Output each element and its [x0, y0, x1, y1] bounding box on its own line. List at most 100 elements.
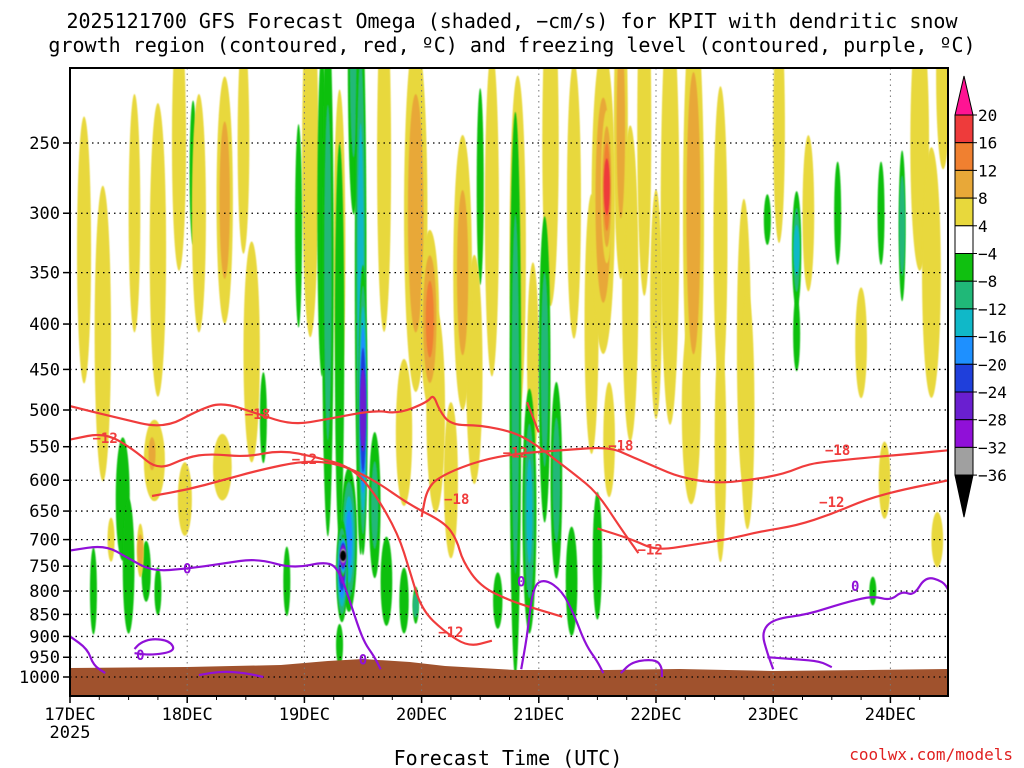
colorbar-swatch — [954, 446, 974, 476]
omega-cell — [650, 189, 662, 420]
colorbar-label: −24 — [978, 383, 1007, 402]
y-tick-label: 850 — [29, 605, 60, 625]
omega-cell — [334, 143, 345, 543]
y-tick-label: 300 — [29, 204, 60, 224]
colorbar-swatch — [954, 419, 974, 448]
omega-cell — [122, 498, 135, 634]
colorbar-label: −16 — [978, 328, 1007, 347]
colorbar-swatch — [954, 391, 974, 421]
y-tick-label: 800 — [29, 582, 60, 602]
omega-cell — [94, 185, 112, 482]
omega-cell — [484, 68, 499, 377]
omega-cell — [380, 536, 393, 626]
freezing-contour — [70, 635, 106, 675]
ground-fill — [70, 659, 948, 696]
contour-label: 0 — [359, 652, 367, 668]
omega-cell — [399, 567, 409, 634]
omega-cell — [592, 491, 603, 620]
colorbar-swatch — [954, 197, 974, 227]
y-tick-label: 450 — [29, 360, 60, 380]
omega-cell — [243, 241, 260, 463]
freezing-contour — [198, 670, 264, 679]
omega-cell — [128, 94, 141, 333]
colorbar-swatch — [954, 336, 974, 365]
y-tick-label: 750 — [29, 557, 60, 577]
colorbar-label: 8 — [978, 189, 988, 208]
y-tick-label: 250 — [29, 134, 60, 154]
y-tick-label: 350 — [29, 264, 60, 284]
contour-label: −12 — [637, 542, 662, 558]
contour-label: 0 — [517, 574, 525, 590]
x-axis: 17DEC 18DEC 19DEC 20DEC 21DEC 22DEC 23DEC 24DEC — [44, 696, 921, 725]
colorbar-swatch — [954, 308, 974, 338]
x-tick-label: 24DEC — [865, 705, 916, 725]
y-axis: 2503003504004505005506006507007508008509… — [19, 134, 70, 688]
freezing-contour — [762, 577, 948, 670]
omega-cell — [295, 124, 303, 328]
colorbar-label: 16 — [978, 134, 997, 153]
x-tick-label: 19DEC — [279, 705, 330, 725]
omega-cell — [922, 147, 941, 398]
colorbar-swatch — [954, 253, 974, 282]
contour-label: −18 — [608, 438, 633, 454]
omega-cell — [713, 86, 728, 390]
y-tick-label: 1000 — [19, 668, 60, 688]
omega-cell — [603, 382, 615, 498]
dgz-contour — [526, 401, 540, 433]
colorbar-swatch — [954, 225, 974, 255]
omega-cell — [456, 190, 469, 356]
y-tick-label: 950 — [29, 648, 60, 668]
omega-cell — [637, 68, 652, 296]
omega-cell — [412, 592, 419, 618]
contour-label: −18 — [444, 492, 469, 508]
omega-cell — [219, 121, 230, 279]
omega-cell — [302, 68, 319, 338]
omega-cell — [237, 68, 250, 254]
colorbar-swatch — [954, 280, 974, 310]
freezing-contour — [70, 545, 382, 670]
colorbar-swatch — [954, 142, 974, 171]
x-tick-label: 20DEC — [396, 705, 447, 725]
omega-cell — [899, 175, 906, 277]
contour-label: 0 — [851, 579, 859, 595]
y-tick-label: 400 — [29, 315, 60, 335]
contour-label: −18 — [825, 443, 850, 459]
x-axis-year: 2025 — [50, 723, 91, 743]
dgz-contour — [151, 460, 563, 618]
y-tick-label: 600 — [29, 471, 60, 491]
dgz-contour — [70, 395, 640, 554]
omega-cell — [349, 68, 358, 158]
colorbar-label: 20 — [978, 106, 997, 125]
omega-cell — [565, 526, 578, 636]
omega-cell — [425, 280, 434, 358]
colorbar-arrow-bottom — [954, 474, 974, 518]
freezing-contour — [133, 638, 175, 656]
omega-cell — [834, 161, 842, 265]
omega-cell — [177, 462, 192, 536]
dgz-contour — [597, 479, 948, 550]
omega-cell — [877, 161, 885, 265]
omega-cell — [283, 546, 291, 616]
plot-area: −18 −12 −12 −12 −18 −12 −18 −12 −18 −12 0 0 0 0 0 — [70, 68, 948, 696]
omega-cell — [566, 68, 581, 339]
contour-label: −12 — [438, 625, 463, 641]
contour-label: −18 — [245, 407, 270, 423]
colorbar-label: 4 — [978, 217, 988, 236]
omega-cell — [371, 461, 379, 549]
colorbar: 20 16 12 8 4 −4 −8 −12 −16 −20 −24 −28 −32 −36 — [954, 75, 1007, 518]
chart-title-line1: 2025121700 GFS Forecast Omega (shaded, −… — [66, 9, 958, 33]
omega-cell — [793, 295, 801, 372]
y-tick-label: 650 — [29, 502, 60, 522]
y-tick-label: 900 — [29, 627, 60, 647]
omega-cell — [191, 94, 206, 333]
contour-labels: −18 −12 −12 −12 −18 −12 −18 −12 −18 −12 0 0 0 0 0 — [93, 407, 860, 668]
dgz-contour — [70, 433, 493, 646]
colorbar-label: −20 — [978, 355, 1007, 374]
colorbar-label: 12 — [978, 161, 997, 180]
contour-label: −12 — [503, 445, 528, 461]
x-tick-label: 22DEC — [630, 705, 681, 725]
colorbar-swatch — [954, 363, 974, 393]
x-tick-label: 17DEC — [44, 705, 95, 725]
omega-cell — [77, 116, 92, 384]
omega-cell — [340, 550, 347, 562]
